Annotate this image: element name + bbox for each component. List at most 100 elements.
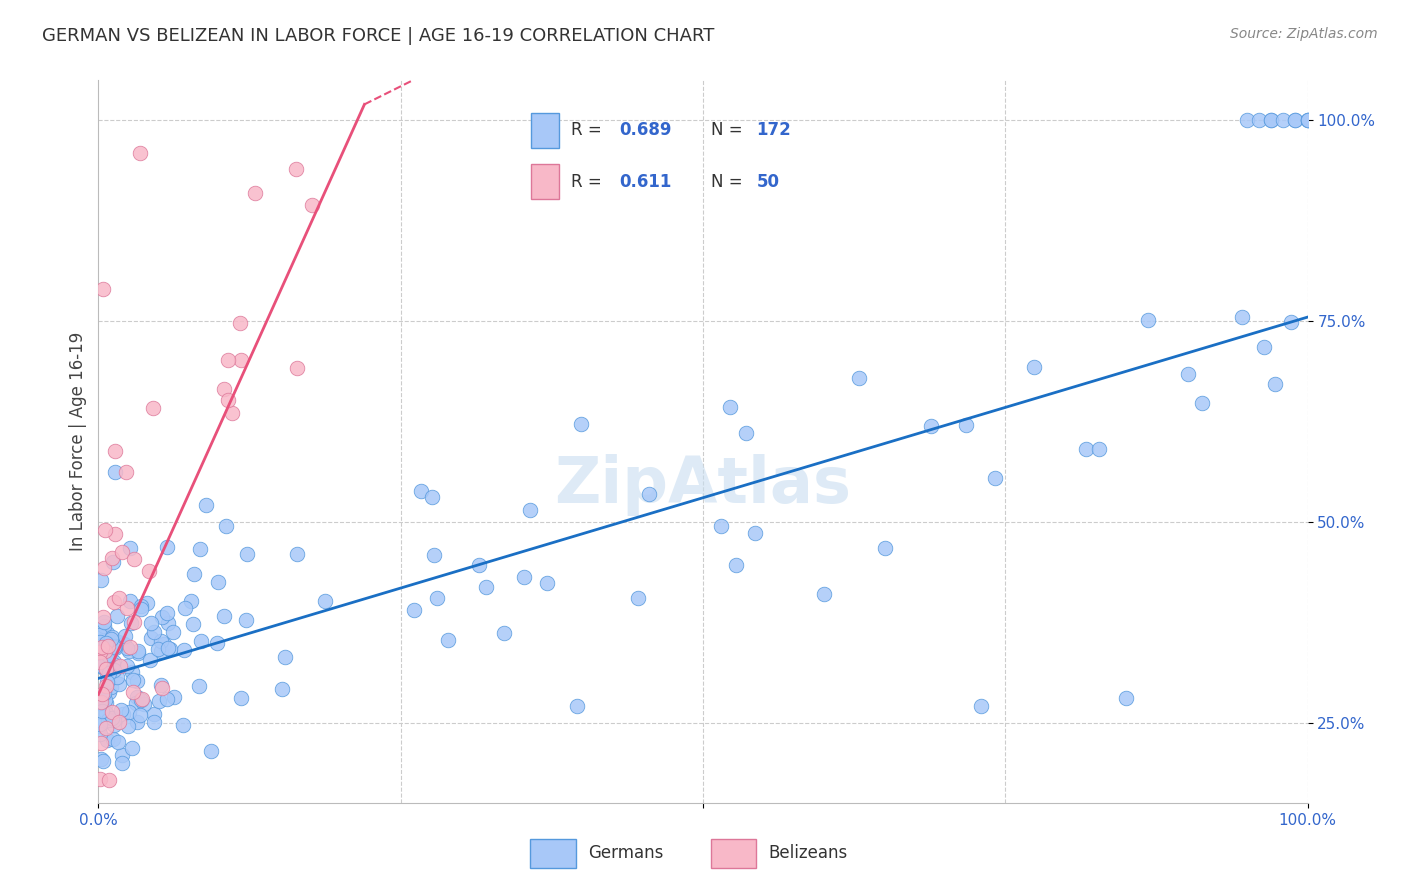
Point xyxy=(96,722,118,736)
Point xyxy=(152,637,174,651)
Point xyxy=(101,711,124,725)
Point xyxy=(183,567,205,582)
Point xyxy=(111,706,134,721)
Point xyxy=(519,503,541,517)
Point xyxy=(1177,367,1199,381)
Point xyxy=(97,648,120,663)
Point xyxy=(104,857,127,871)
Point xyxy=(139,632,162,646)
Point xyxy=(117,719,139,733)
Point xyxy=(172,718,194,732)
Point xyxy=(1260,113,1282,128)
Point xyxy=(103,713,125,727)
Point xyxy=(270,682,292,697)
Point xyxy=(89,628,111,642)
Point xyxy=(89,645,111,659)
Point xyxy=(173,642,195,657)
Point xyxy=(97,656,120,670)
Point xyxy=(121,740,143,755)
Point xyxy=(98,665,121,680)
Point xyxy=(94,662,117,676)
Point xyxy=(90,695,112,709)
Point xyxy=(150,609,173,624)
Point xyxy=(104,641,127,656)
Point xyxy=(97,852,120,866)
Text: Source: ZipAtlas.com: Source: ZipAtlas.com xyxy=(1230,27,1378,41)
Point xyxy=(91,629,114,643)
Point xyxy=(131,692,153,706)
Point xyxy=(423,548,446,562)
Point xyxy=(115,601,138,615)
Point xyxy=(188,542,211,557)
Point xyxy=(105,670,128,684)
Point xyxy=(115,465,138,479)
Point xyxy=(229,691,252,706)
Point xyxy=(114,629,136,643)
Point xyxy=(475,580,498,594)
Point xyxy=(984,471,1007,485)
Point xyxy=(569,417,592,432)
Point xyxy=(142,714,165,729)
Point xyxy=(212,382,235,396)
Point xyxy=(1236,113,1258,128)
Point xyxy=(97,685,120,699)
Point xyxy=(215,519,238,533)
Point xyxy=(125,690,148,704)
Point xyxy=(710,518,733,533)
Point xyxy=(127,646,149,660)
Point xyxy=(143,706,166,721)
Point xyxy=(285,547,308,561)
Point xyxy=(90,644,112,658)
Point xyxy=(1087,442,1109,456)
Point xyxy=(1279,315,1302,329)
Text: GERMAN VS BELIZEAN IN LABOR FORCE | AGE 16-19 CORRELATION CHART: GERMAN VS BELIZEAN IN LABOR FORCE | AGE … xyxy=(42,27,714,45)
Point xyxy=(734,426,756,441)
Point xyxy=(90,751,112,765)
Y-axis label: In Labor Force | Age 16-19: In Labor Force | Age 16-19 xyxy=(69,332,87,551)
Point xyxy=(402,603,425,617)
Point xyxy=(195,498,218,512)
Point xyxy=(420,490,443,504)
Point xyxy=(94,696,117,710)
Point xyxy=(744,525,766,540)
Point xyxy=(105,609,128,624)
Text: ZipAtlas: ZipAtlas xyxy=(554,454,852,516)
Point xyxy=(955,417,977,432)
Point xyxy=(89,655,111,669)
Point xyxy=(146,642,169,657)
Point xyxy=(285,361,308,376)
Point xyxy=(110,703,132,717)
Point xyxy=(638,487,661,501)
Point xyxy=(1284,113,1306,128)
Point xyxy=(93,615,115,629)
Point xyxy=(848,371,870,385)
Point xyxy=(122,673,145,688)
Point xyxy=(1191,396,1213,410)
Point xyxy=(1264,377,1286,392)
Point xyxy=(96,674,118,689)
Point xyxy=(90,659,112,673)
Point xyxy=(156,692,179,706)
Point xyxy=(235,547,257,561)
Point xyxy=(101,555,124,569)
Point xyxy=(91,687,114,701)
Point xyxy=(157,640,180,655)
Point xyxy=(103,663,125,677)
Point xyxy=(97,772,120,787)
Point xyxy=(104,466,127,480)
Point xyxy=(97,714,120,728)
Point xyxy=(148,694,170,708)
Point xyxy=(139,653,162,667)
Point xyxy=(437,633,460,648)
Point xyxy=(207,575,229,590)
Point xyxy=(89,696,111,710)
Point xyxy=(100,681,122,695)
Point xyxy=(274,650,297,665)
Point xyxy=(970,699,993,714)
Point xyxy=(1136,313,1159,327)
Point xyxy=(1022,360,1045,375)
Point xyxy=(129,693,152,707)
Point xyxy=(101,630,124,644)
Point xyxy=(813,587,835,601)
Point xyxy=(90,573,112,587)
